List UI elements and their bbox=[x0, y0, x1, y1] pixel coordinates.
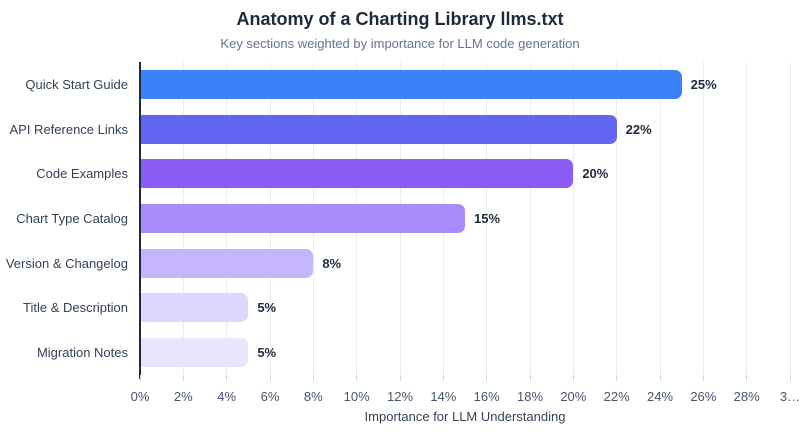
x-tick bbox=[442, 375, 444, 381]
category-label: Quick Start Guide bbox=[25, 76, 128, 92]
bar-code-examples[interactable] bbox=[140, 159, 574, 189]
bar-row: 5% bbox=[140, 293, 790, 323]
x-tick bbox=[616, 375, 618, 381]
x-tick-label: 6% bbox=[260, 389, 280, 404]
bar-value-label: 22% bbox=[625, 121, 652, 137]
bar-value-label: 5% bbox=[257, 300, 277, 316]
x-tick bbox=[659, 375, 661, 381]
chart-subtitle: Key sections weighted by importance for … bbox=[220, 36, 580, 51]
y-axis-line bbox=[139, 62, 141, 379]
x-tick bbox=[789, 375, 791, 381]
x-tick bbox=[312, 375, 314, 381]
x-tick-label: 12% bbox=[386, 389, 414, 404]
x-tick-label: 18% bbox=[516, 389, 544, 404]
category-label: Title & Description bbox=[23, 300, 128, 316]
x-tick-label: 28% bbox=[733, 389, 760, 404]
x-tick-label: 2% bbox=[173, 389, 193, 404]
x-tick-label: 14% bbox=[430, 389, 457, 404]
bar-row: 22% bbox=[140, 114, 790, 144]
bar-row: 20% bbox=[140, 159, 790, 189]
x-tick bbox=[139, 375, 141, 381]
bar-row: 25% bbox=[140, 69, 790, 99]
category-label: Migration Notes bbox=[36, 345, 128, 361]
bar-row: 15% bbox=[140, 204, 790, 233]
x-tick bbox=[702, 375, 704, 381]
bar-chart-type-catalog[interactable] bbox=[140, 204, 465, 233]
grid-line bbox=[746, 62, 748, 375]
x-tick-label: 16% bbox=[473, 389, 500, 404]
grid-line bbox=[789, 62, 791, 375]
bar-quick-start-guide[interactable] bbox=[140, 69, 682, 99]
bar-row: 8% bbox=[140, 248, 790, 278]
x-axis-title: Importance for LLM Understanding bbox=[364, 409, 566, 424]
x-tick bbox=[399, 375, 401, 381]
x-tick-label: 24% bbox=[646, 389, 674, 404]
grid-line bbox=[659, 62, 661, 375]
bar-title-description[interactable] bbox=[140, 293, 249, 323]
category-label: API Reference Links bbox=[9, 121, 128, 137]
x-tick-label: 3… bbox=[779, 389, 800, 404]
bar-value-label: 25% bbox=[690, 76, 717, 92]
grid-line bbox=[572, 62, 574, 375]
bar-value-label: 5% bbox=[257, 345, 277, 361]
x-tick-label: 4% bbox=[217, 389, 237, 404]
x-tick-label: 8% bbox=[303, 389, 323, 404]
category-label: Chart Type Catalog bbox=[16, 210, 128, 226]
bar-version-changelog[interactable] bbox=[140, 248, 314, 278]
x-tick-label: 0% bbox=[130, 389, 150, 404]
x-tick bbox=[746, 375, 748, 381]
x-tick-label: 26% bbox=[690, 389, 717, 404]
x-tick bbox=[182, 375, 184, 381]
bar-value-label: 15% bbox=[474, 211, 501, 226]
x-tick bbox=[356, 375, 358, 381]
grid-line bbox=[529, 62, 531, 375]
bar-value-label: 20% bbox=[582, 166, 609, 182]
x-tick bbox=[226, 375, 228, 381]
x-tick-label: 22% bbox=[603, 389, 630, 404]
x-tick bbox=[529, 375, 531, 381]
x-tick bbox=[269, 375, 271, 381]
x-tick bbox=[572, 375, 574, 381]
grid-line bbox=[702, 62, 704, 375]
category-label: Version & Changelog bbox=[5, 255, 128, 271]
x-tick-label: 20% bbox=[560, 389, 587, 404]
bar-migration-notes[interactable] bbox=[140, 338, 249, 368]
bar-api-reference-links[interactable] bbox=[140, 114, 617, 144]
plot-area: 25% 22% 20% 15% 8% 5% 5% bbox=[140, 62, 791, 375]
chart-title: Anatomy of a Charting Library llms.txt bbox=[236, 9, 564, 29]
bar-value-label: 8% bbox=[322, 255, 342, 271]
x-tick-label: 10% bbox=[343, 389, 370, 404]
bar-row: 5% bbox=[140, 338, 790, 368]
x-tick bbox=[486, 375, 488, 381]
category-label: Code Examples bbox=[36, 166, 128, 182]
grid-line bbox=[616, 62, 618, 375]
grid-line bbox=[486, 62, 488, 375]
